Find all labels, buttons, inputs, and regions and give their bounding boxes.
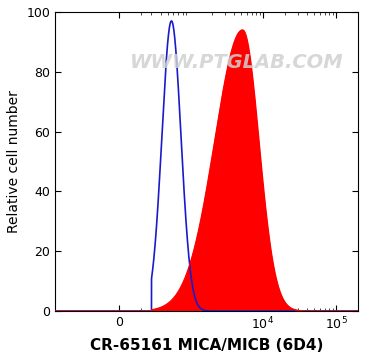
- Y-axis label: Relative cell number: Relative cell number: [7, 90, 21, 233]
- X-axis label: CR-65161 MICA/MICB (6D4): CR-65161 MICA/MICB (6D4): [90, 338, 323, 353]
- Text: WWW.PTGLAB.COM: WWW.PTGLAB.COM: [130, 53, 344, 72]
